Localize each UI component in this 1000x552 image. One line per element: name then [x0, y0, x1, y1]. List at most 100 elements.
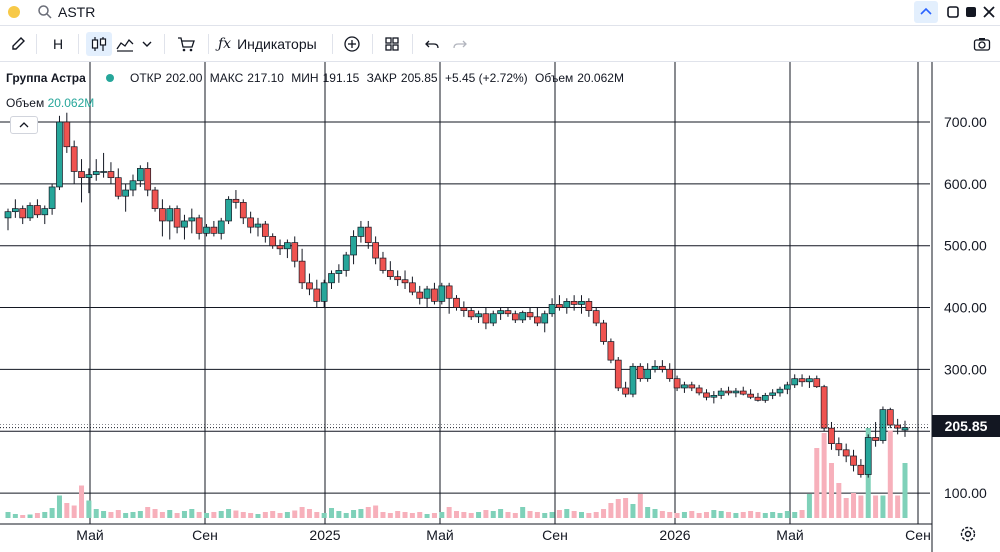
volume-bar	[204, 513, 210, 518]
symbol-input[interactable]: ASTR	[58, 4, 96, 20]
trade-button[interactable]	[174, 32, 198, 56]
fx-icon: ƒx	[218, 36, 232, 52]
candle-body	[526, 312, 534, 318]
chevron-up-icon	[19, 122, 29, 128]
screenshot-button[interactable]	[970, 32, 994, 56]
volume-bar	[564, 509, 570, 518]
volume-bar	[476, 512, 482, 518]
volume-bar	[740, 512, 746, 518]
chart-type-dropdown[interactable]	[138, 32, 156, 56]
legend-volume-label: Объем	[535, 71, 574, 85]
volume-bar	[880, 495, 886, 518]
volume-bar	[887, 430, 893, 518]
volume-value: 20.062M	[47, 96, 95, 110]
volume-bar	[329, 508, 335, 518]
undo-button[interactable]	[420, 32, 444, 56]
close-icon[interactable]	[980, 3, 998, 21]
low-value: 191.15	[322, 71, 360, 85]
candle-body	[519, 312, 527, 321]
x-tick-label: 2026	[659, 527, 690, 543]
volume-bar	[167, 510, 173, 518]
volume-bar	[218, 511, 224, 518]
candle-body	[791, 378, 799, 386]
volume-bar	[321, 513, 327, 518]
plus-circle-icon	[344, 36, 360, 52]
x-tick-label: Май	[76, 527, 103, 543]
volume-bar	[571, 511, 577, 518]
collapse-button[interactable]	[914, 1, 938, 23]
candle-body	[651, 365, 659, 370]
change-value: +5.45 (+2.72%)	[444, 71, 528, 85]
candle-body	[857, 464, 865, 475]
candle-body	[681, 384, 688, 389]
volume-bar	[601, 509, 607, 518]
candle-body	[901, 427, 909, 431]
volume-bar	[748, 511, 754, 518]
candle-body	[335, 270, 343, 274]
candle-body	[475, 313, 482, 318]
volume-bar	[145, 507, 151, 518]
gear-icon[interactable]	[958, 524, 978, 544]
volume-bar	[549, 512, 555, 518]
candle-body	[372, 242, 379, 259]
price-chart[interactable]: 700.00 600.00 500.00 400.00 300.00 100.00 Май С…	[0, 62, 1000, 552]
candle-body	[776, 388, 784, 394]
volume-bar	[777, 513, 783, 518]
candle-body	[188, 217, 196, 222]
candle-body	[357, 226, 365, 237]
candle-body	[284, 242, 291, 250]
redo-button[interactable]	[448, 32, 472, 56]
candle-body	[19, 208, 27, 219]
candle-body	[254, 223, 262, 228]
maximize-icon[interactable]	[944, 3, 962, 21]
volume-bar	[799, 510, 805, 518]
candle-body	[460, 307, 468, 311]
volume-bar	[417, 512, 423, 518]
candle-body	[600, 322, 607, 342]
volume-bar	[181, 511, 187, 518]
candles-button[interactable]	[86, 32, 112, 56]
draw-button[interactable]	[6, 32, 30, 56]
volume-bar	[556, 510, 562, 518]
indicators-button[interactable]: ƒx Индикаторы	[218, 32, 322, 56]
candle-body	[386, 270, 394, 277]
candle-body	[556, 304, 563, 308]
candle-body	[210, 226, 218, 234]
volume-bar	[27, 514, 33, 518]
candle-body	[151, 189, 159, 209]
volume-bar	[123, 513, 129, 518]
y-tick-label: 300.00	[944, 361, 987, 377]
candle-body	[166, 208, 174, 222]
popout-icon[interactable]	[962, 3, 980, 21]
x-tick-label: Май	[426, 527, 453, 543]
interval-button[interactable]: H	[52, 36, 64, 52]
candle-body	[232, 198, 240, 203]
volume-bar	[674, 513, 680, 518]
compare-button[interactable]	[340, 32, 364, 56]
candle-body	[181, 220, 188, 228]
candle-body	[864, 437, 872, 475]
candle-body	[136, 168, 144, 182]
candle-body	[401, 279, 409, 284]
undo-icon	[425, 40, 439, 49]
candle-body	[144, 168, 152, 191]
area-chart-button[interactable]	[114, 32, 136, 56]
collapse-legend-button[interactable]	[10, 116, 38, 134]
candle-body	[813, 378, 821, 388]
layouts-button[interactable]	[380, 32, 404, 56]
candle-body	[70, 146, 78, 172]
candle-body	[328, 273, 335, 284]
volume-bar	[696, 513, 702, 518]
volume-bar	[270, 511, 276, 518]
high-value: 217.10	[247, 71, 284, 85]
candle-body	[78, 171, 85, 179]
volume-bar	[468, 513, 474, 518]
volume-bar	[645, 507, 651, 518]
candle-body	[563, 301, 571, 308]
candle-body	[394, 276, 402, 281]
volume-bar	[262, 512, 268, 518]
candle-body	[431, 288, 438, 302]
volume-bar	[42, 512, 48, 518]
volume-bar	[79, 485, 85, 518]
search-icon[interactable]	[37, 4, 53, 20]
